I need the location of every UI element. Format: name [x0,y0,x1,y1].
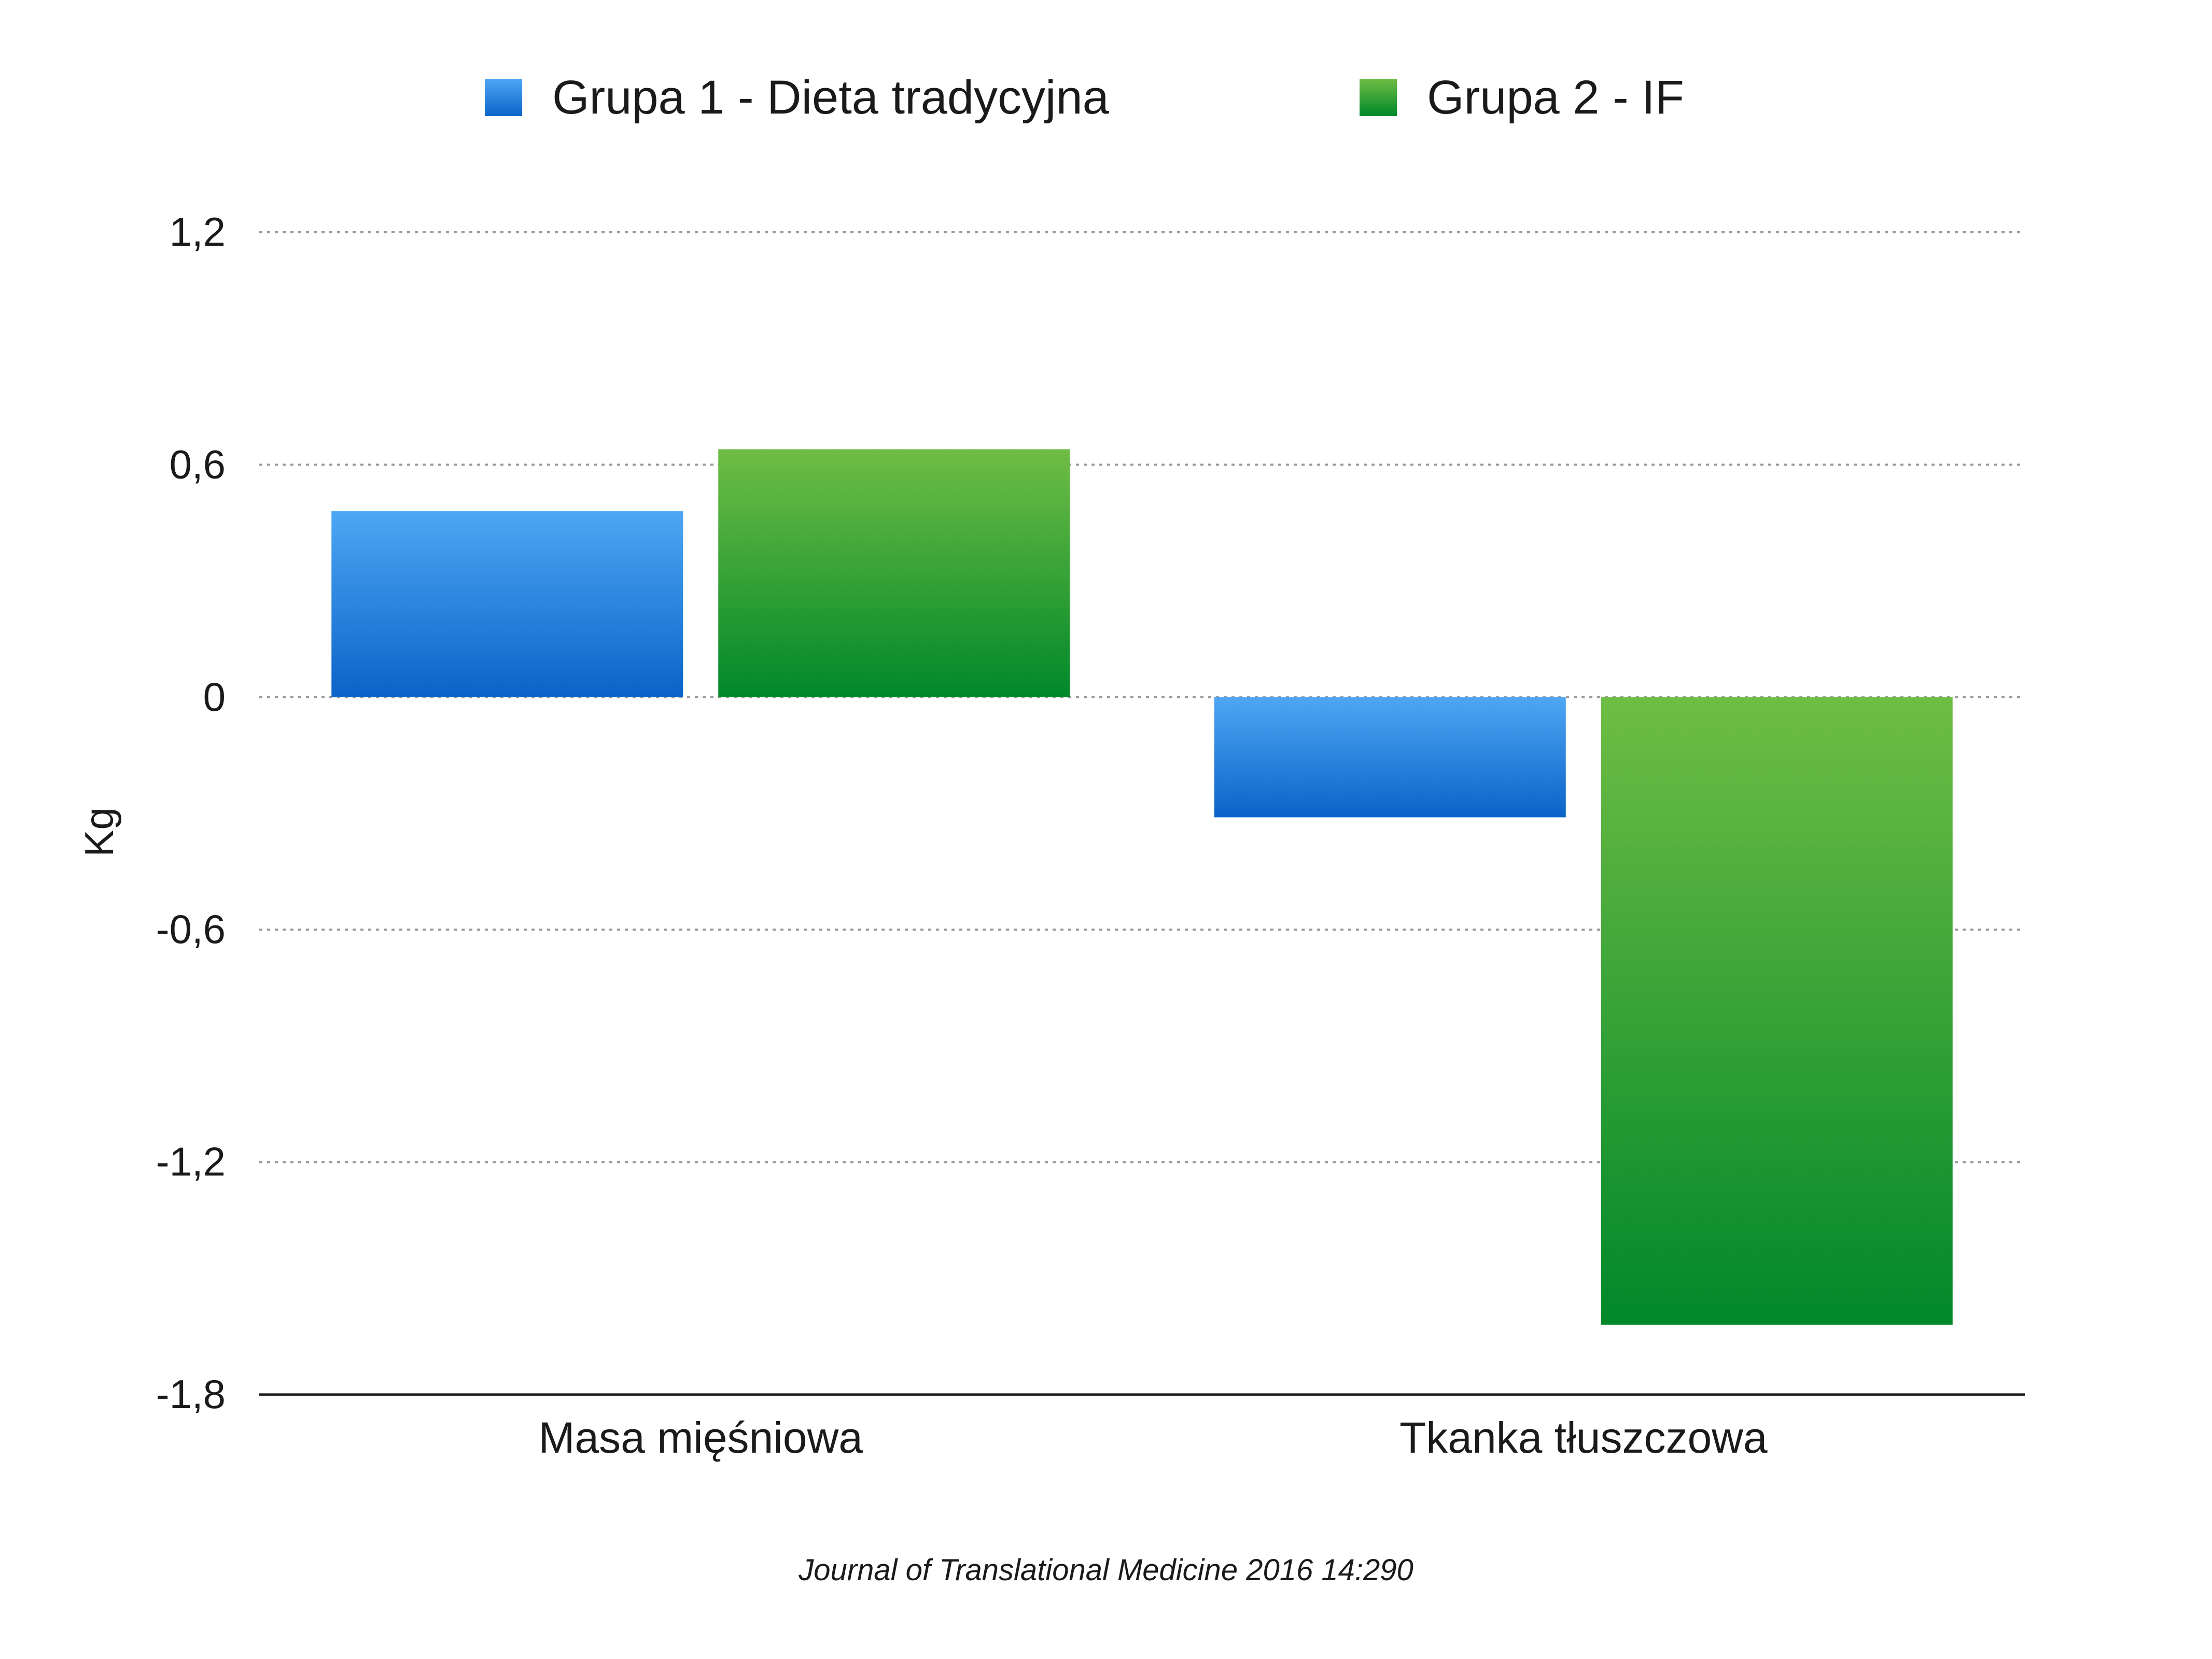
y-tick-label: 0 [203,674,226,720]
x-category-label: Tkanka tłuszczowa [1399,1413,1768,1462]
legend-swatch-series2 [1360,79,1397,116]
y-axis-label: Kg [76,807,122,856]
axis-layer: 1,2 0,6 0 -0,6 -1,2 -1,8 Masa mięśniowa Tkanka … [156,209,2025,1462]
y-tick-label: 1,2 [170,209,226,255]
bar-series2-tkanka-tluszczowa [1601,697,1953,1325]
legend-label-series2: Grupa 2 - IF [1427,71,1684,124]
legend-item-series2[interactable]: Grupa 2 - IF [1360,66,1684,129]
bar-series1-masa-miesniowa [331,511,683,697]
y-tick-label: -0,6 [156,906,226,952]
y-tick-label: -1,8 [156,1371,226,1417]
y-tick-label: 0,6 [170,441,226,487]
legend-swatch-series1 [485,79,522,116]
legend-item-series1[interactable]: Grupa 1 - Dieta tradycyjna [485,66,1109,129]
y-tick-label: -1,2 [156,1139,226,1185]
bar-layer [331,449,1953,1325]
source-note: Journal of Translational Medicine 2016 1… [799,1553,1413,1587]
bar-series1-tkanka-tluszczowa [1214,697,1566,818]
legend-label-series1: Grupa 1 - Dieta tradycyjna [552,71,1109,124]
bar-series2-masa-miesniowa [718,449,1070,697]
x-category-label: Masa mięśniowa [538,1413,863,1462]
legend: Grupa 1 - Dieta tradycyjna Grupa 2 - IF [0,66,2212,129]
